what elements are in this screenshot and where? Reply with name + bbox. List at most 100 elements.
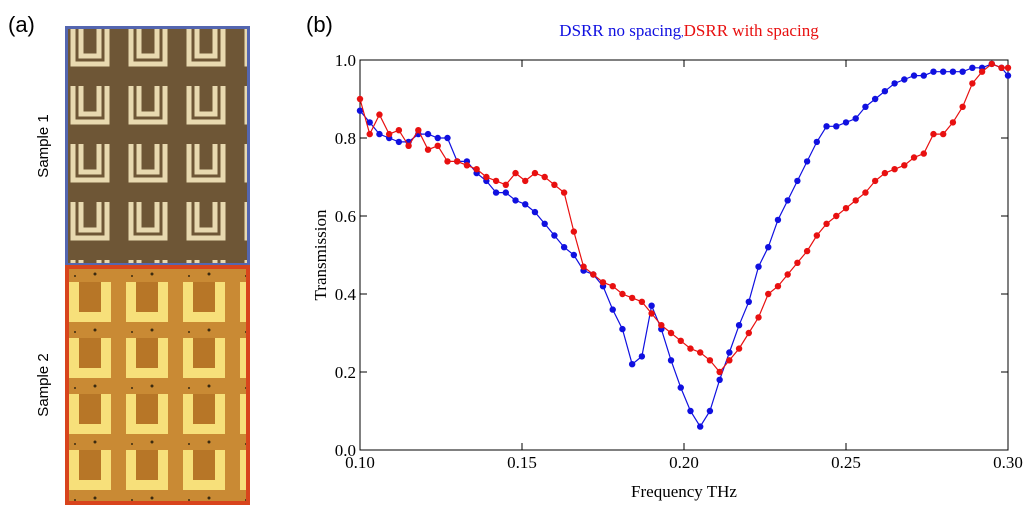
data-point (813, 138, 821, 146)
data-point (765, 290, 772, 298)
data-point (619, 325, 626, 333)
panel-label: (b) (306, 12, 333, 37)
data-point (366, 119, 373, 126)
sample-label: Sample 2 (35, 353, 52, 416)
data-point (726, 349, 733, 356)
data-point (551, 181, 558, 188)
data-point (512, 169, 519, 177)
data-point (405, 142, 412, 149)
data-point (774, 283, 782, 290)
y-tick-label: 0.8 (335, 129, 356, 148)
data-point (910, 72, 918, 79)
data-point (522, 177, 529, 185)
data-point (842, 205, 850, 212)
data-point (697, 423, 704, 430)
data-point (745, 329, 752, 337)
data-point (570, 228, 578, 235)
data-point (852, 115, 859, 122)
data-point (541, 173, 548, 181)
data-point (949, 119, 957, 126)
legend: DSRR no spacing,DSRR with spacing (559, 21, 819, 40)
data-point (765, 244, 772, 251)
data-point (492, 189, 500, 196)
data-point (716, 368, 723, 376)
y-tick-label: 1.0 (335, 51, 356, 70)
data-point (852, 197, 859, 204)
data-point (609, 283, 616, 290)
data-point (638, 353, 646, 360)
data-point (424, 130, 432, 138)
sample-label: Sample 1 (35, 114, 52, 177)
data-point (570, 251, 578, 259)
data-point (813, 232, 821, 239)
data-point (1004, 72, 1012, 79)
data-point (395, 127, 403, 134)
data-point (823, 123, 830, 130)
data-point (619, 290, 626, 298)
data-point (803, 158, 811, 165)
data-point (823, 220, 830, 227)
data-point (910, 154, 918, 161)
data-point (667, 329, 675, 337)
data-point (755, 314, 762, 321)
x-tick-label: 0.20 (669, 453, 699, 472)
data-point (784, 271, 791, 278)
data-point (599, 279, 607, 286)
data-point (833, 123, 840, 130)
data-point (502, 181, 509, 188)
data-point (871, 95, 879, 103)
y-axis-label: Transmission (311, 209, 330, 301)
data-point (726, 357, 733, 364)
data-point (522, 201, 529, 208)
x-tick-label: 0.25 (831, 453, 861, 472)
data-point (658, 322, 665, 329)
data-point (628, 294, 636, 302)
panel-label: (a) (8, 12, 35, 37)
data-point (551, 232, 558, 239)
y-tick-label: 0.2 (335, 363, 356, 382)
data-point (376, 130, 383, 138)
data-point (677, 337, 684, 344)
data-point (930, 130, 937, 138)
data-point (697, 349, 704, 356)
data-point (667, 357, 675, 364)
data-point (609, 306, 616, 313)
data-point (376, 111, 383, 118)
data-point (590, 271, 597, 278)
data-point (356, 95, 364, 103)
data-point (803, 247, 811, 255)
data-point (444, 134, 451, 142)
data-point (969, 64, 976, 72)
data-point (473, 166, 480, 173)
data-point (687, 407, 694, 415)
data-point (677, 384, 684, 391)
legend-separator: , (681, 28, 684, 39)
data-point (541, 220, 548, 227)
data-point (969, 80, 976, 87)
plot-frame (359, 59, 1009, 451)
data-point (706, 407, 714, 415)
data-point (959, 103, 966, 111)
data-point (502, 189, 509, 196)
data-point (881, 169, 889, 177)
data-point (687, 345, 694, 352)
data-point (920, 72, 927, 79)
data-point (978, 68, 986, 75)
y-tick-label: 0.0 (335, 441, 356, 460)
data-point (648, 310, 655, 317)
data-point (940, 68, 947, 75)
legend-entry: DSRR with spacing (684, 21, 820, 40)
data-point (930, 68, 937, 75)
data-point (560, 244, 568, 251)
sample-photo (65, 26, 250, 266)
data-point (891, 80, 898, 87)
data-point (628, 361, 636, 368)
data-point (735, 322, 743, 329)
data-point (774, 216, 782, 224)
data-point (842, 119, 850, 126)
x-tick-label: 0.15 (507, 453, 537, 472)
data-point (580, 263, 587, 270)
x-tick-label: 0.30 (993, 453, 1023, 472)
data-point (735, 345, 743, 352)
data-point (512, 197, 519, 204)
